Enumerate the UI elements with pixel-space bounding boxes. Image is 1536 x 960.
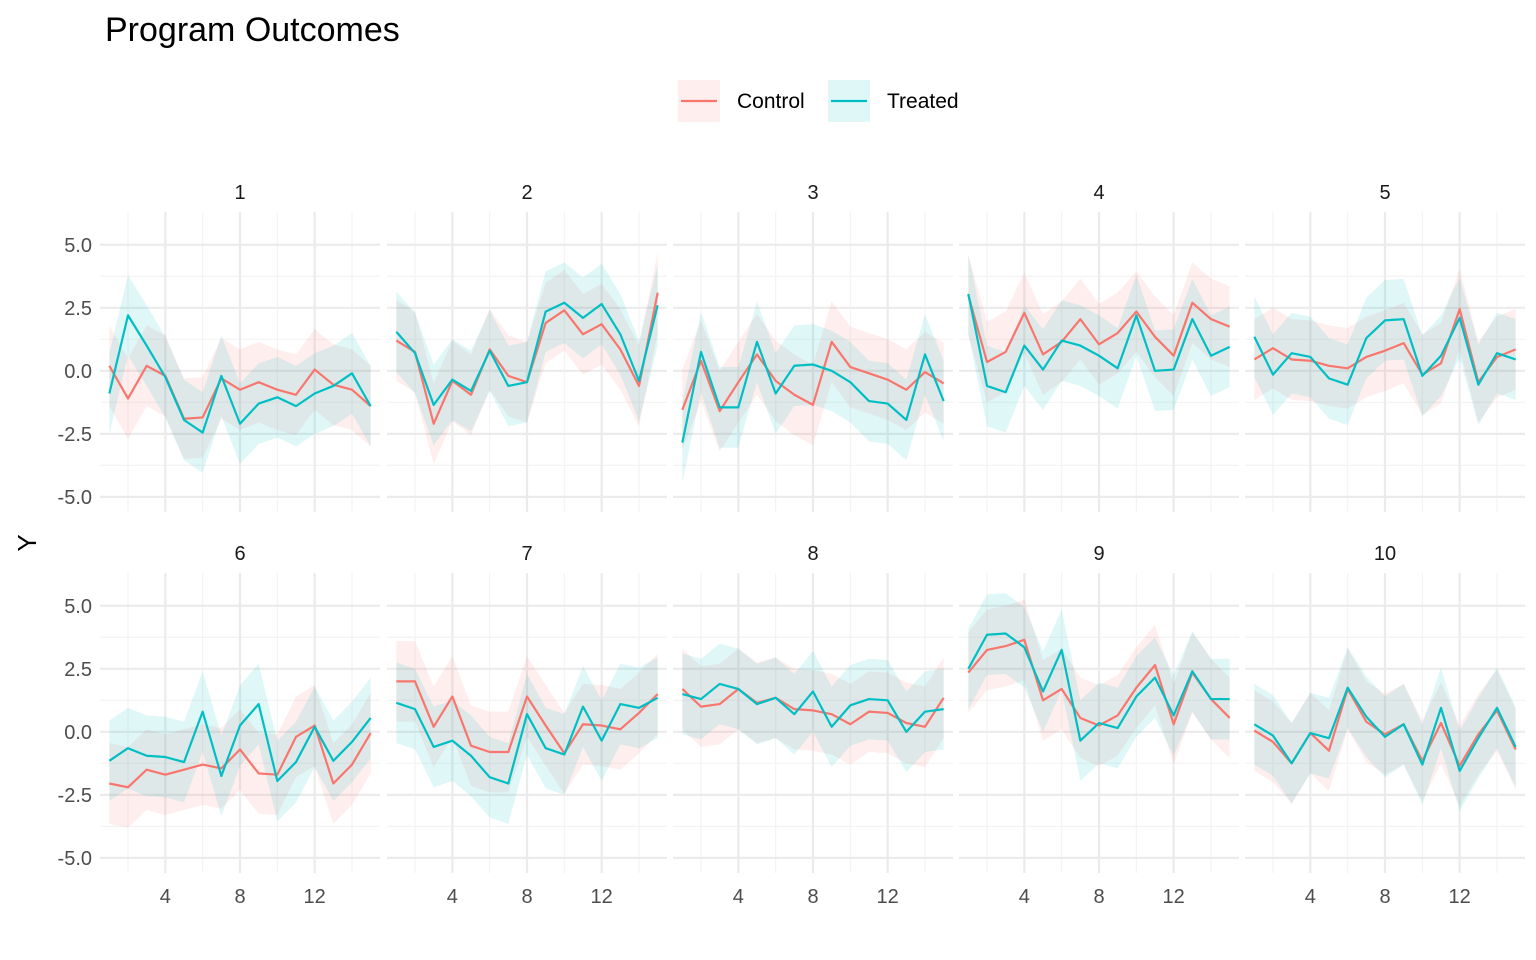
control-ribbon <box>1254 268 1516 423</box>
x-tick-label: 12 <box>1163 886 1185 908</box>
y-tick-label: -2.5 <box>58 424 92 446</box>
x-tick-label: 12 <box>877 886 899 908</box>
x-tick-label: 4 <box>447 886 458 908</box>
control-line <box>1253 307 1517 384</box>
control-ribbon <box>396 252 658 465</box>
x-tick-label: 4 <box>1019 886 1030 908</box>
legend: Control Treated <box>678 80 959 122</box>
y-tick-label: 5.0 <box>64 235 92 257</box>
treated-line <box>1253 686 1517 772</box>
control-line <box>967 294 1231 364</box>
treated-line <box>681 340 945 443</box>
y-tick-label: 0.0 <box>64 722 92 744</box>
facet-strip-label: 4 <box>1093 182 1104 204</box>
x-tick-label: 8 <box>807 886 818 908</box>
facet-panel-7: 7 4 8 12 <box>387 543 667 908</box>
treated-line <box>395 301 659 406</box>
chart-title: Program Outcomes <box>105 11 400 49</box>
x-tick-label: 12 <box>1449 886 1471 908</box>
x-tick-label: 4 <box>1305 886 1316 908</box>
treated-ribbon <box>109 275 371 473</box>
control-ribbon <box>682 301 944 452</box>
control-line <box>681 340 945 413</box>
treated-line <box>395 696 659 785</box>
control-ribbon <box>109 685 371 828</box>
treated-ribbon <box>1254 647 1516 812</box>
treated-line <box>682 682 944 733</box>
legend-treated-label: Treated <box>887 90 959 113</box>
facet-strip-label: 6 <box>234 543 245 565</box>
control-ribbon <box>1254 648 1516 807</box>
x-tick-label: 12 <box>591 886 613 908</box>
facet-panel-8: 8 4 8 12 <box>673 543 953 908</box>
facet-panel-5: 5 <box>1245 182 1525 512</box>
treated-ribbon <box>682 643 944 773</box>
treated-line <box>108 702 372 783</box>
x-tick-label: 4 <box>160 886 171 908</box>
control-ribbon <box>682 648 944 768</box>
facet-strip-label: 7 <box>521 543 532 565</box>
facet-panel-1: 1 5.0 2.5 0.0 -2.5 -5.0 <box>58 182 380 512</box>
control-line <box>396 680 659 755</box>
control-line <box>967 638 1231 727</box>
control-line <box>108 364 372 420</box>
control-line <box>109 724 372 789</box>
y-tick-label: -2.5 <box>58 785 92 807</box>
facet-strip-label: 9 <box>1093 543 1104 565</box>
treated-line <box>108 314 372 434</box>
facet-strip-label: 3 <box>807 182 818 204</box>
control-ribbon <box>968 599 1230 766</box>
x-tick-label: 4 <box>733 886 744 908</box>
y-axis-title: Y <box>12 534 42 551</box>
facet-panel-4: 4 <box>959 182 1239 512</box>
control-ribbon <box>109 325 371 460</box>
x-tick-label: 8 <box>1093 886 1104 908</box>
y-tick-label: 2.5 <box>64 298 92 320</box>
facet-strip-label: 2 <box>521 182 532 204</box>
treated-line <box>967 293 1231 394</box>
facet-strip-label: 5 <box>1379 182 1390 204</box>
control-ribbon <box>968 254 1230 403</box>
facet-strip-label: 10 <box>1374 543 1396 565</box>
facet-strip-label: 8 <box>807 543 818 565</box>
treated-ribbon <box>396 262 658 446</box>
treated-ribbon <box>396 657 658 824</box>
treated-ribbon <box>682 301 944 484</box>
treated-line <box>1253 316 1517 386</box>
y-tick-label: 5.0 <box>64 596 92 618</box>
x-tick-label: 8 <box>1379 886 1390 908</box>
facet-panel-9: 9 4 8 12 <box>959 543 1239 908</box>
y-tick-label: 0.0 <box>64 361 92 383</box>
treated-ribbon <box>968 593 1230 781</box>
treated-ribbon <box>109 663 371 822</box>
legend-control-label: Control <box>737 90 805 113</box>
facet-panels: 1 5.0 2.5 0.0 -2.5 -5.0 2 3 4 5 6 5.0 2.5 0.0 -2.5 -5.0… <box>58 182 1525 908</box>
y-tick-label: -5.0 <box>58 487 92 509</box>
x-tick-label: 8 <box>521 886 532 908</box>
y-tick-label: -5.0 <box>58 848 92 870</box>
x-tick-label: 8 <box>234 886 245 908</box>
treated-line <box>967 632 1230 742</box>
facet-panel-10: 10 4 8 12 <box>1245 543 1525 908</box>
x-tick-label: 12 <box>304 886 326 908</box>
y-tick-label: 2.5 <box>64 659 92 681</box>
facet-strip-label: 1 <box>234 182 245 204</box>
facet-panel-3: 3 <box>673 182 953 512</box>
facet-panel-2: 2 <box>387 182 667 512</box>
facet-panel-6: 6 5.0 2.5 0.0 -2.5 -5.0 4 8 12 <box>58 543 380 908</box>
